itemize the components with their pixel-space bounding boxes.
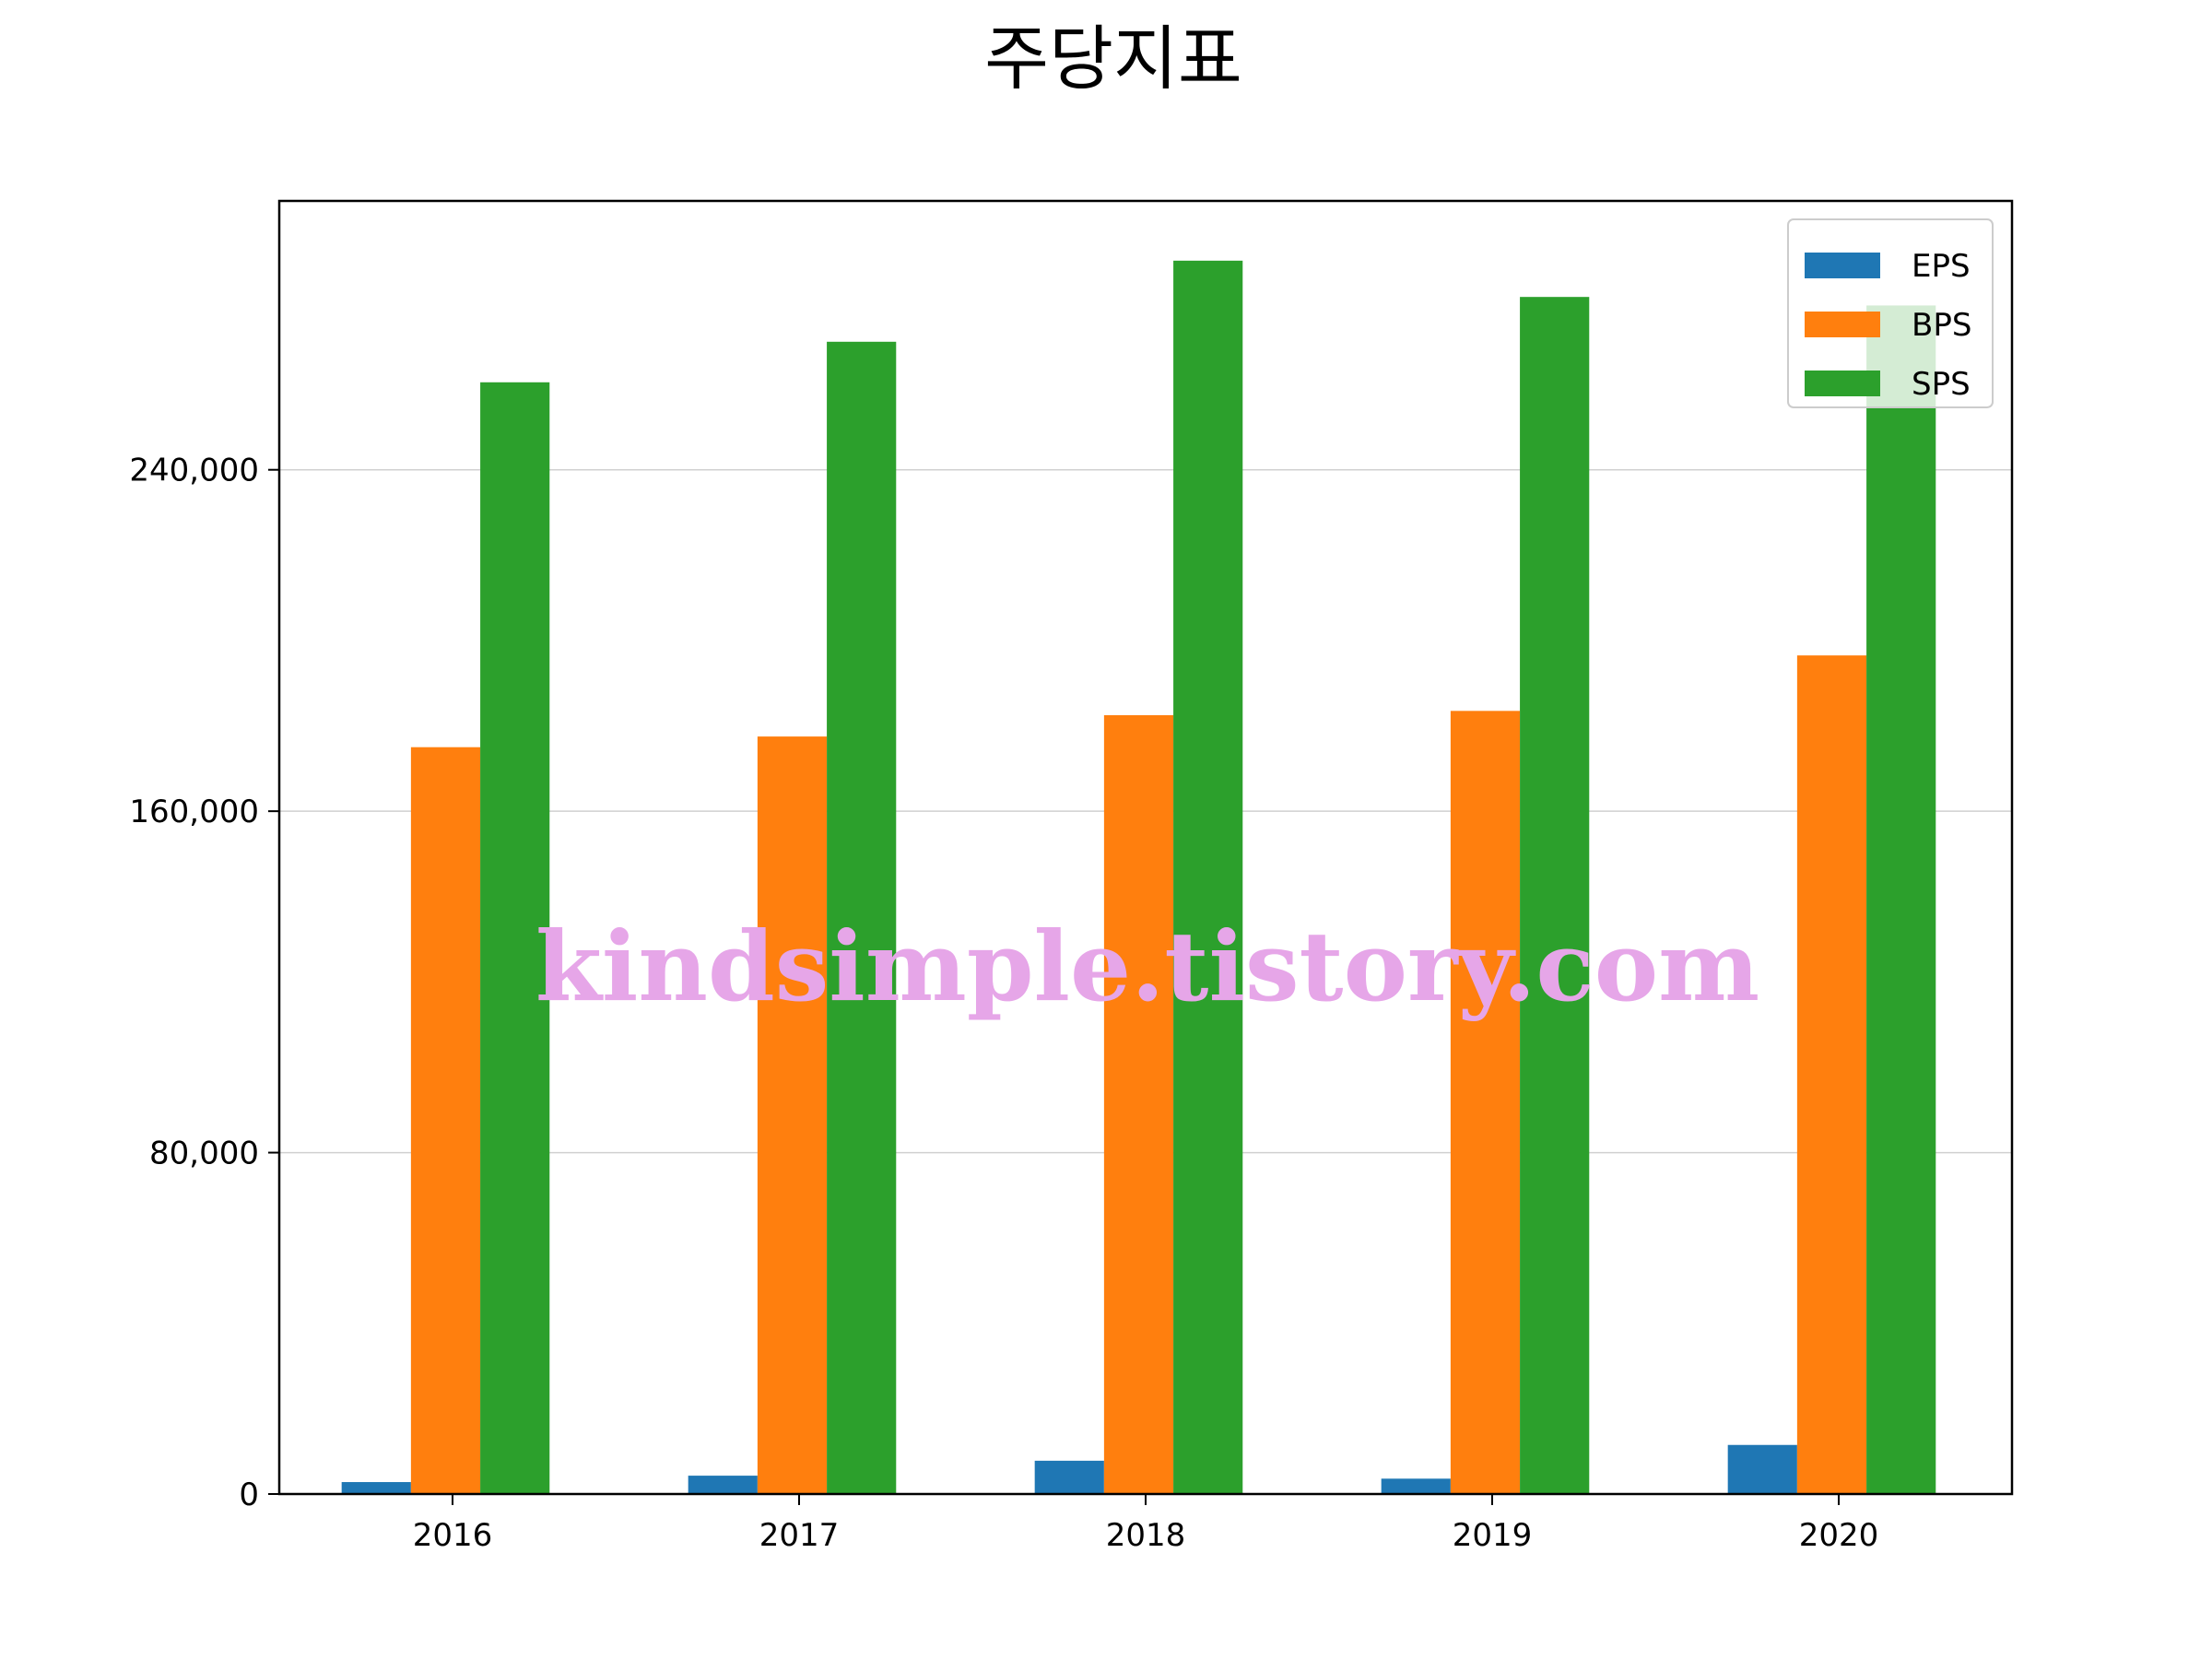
bar-sps	[1866, 305, 1936, 1495]
legend-label: EPS	[1912, 248, 1971, 285]
chart-title: 주당지표	[984, 18, 1242, 100]
x-axis-ticks: 2016 2017 2018 2019 2020	[413, 1494, 1879, 1554]
legend: EPS BPS SPS	[1787, 218, 1994, 408]
x-tick-label: 2016	[413, 1517, 493, 1554]
y-tick-label: 240,000	[129, 453, 259, 489]
bar-sps	[827, 341, 897, 1494]
y-tick-label: 80,000	[149, 1135, 259, 1172]
bar-bps	[1796, 655, 1867, 1494]
legend-swatch	[1805, 312, 1880, 337]
bar-bps	[410, 747, 481, 1494]
bar-bps	[1450, 711, 1521, 1494]
y-tick-label: 0	[239, 1477, 259, 1513]
bar-sps	[480, 382, 550, 1495]
legend-label: SPS	[1912, 366, 1971, 403]
bar-eps	[688, 1476, 758, 1494]
y-axis-ticks: 0 80,000 160,000 240,000	[129, 453, 279, 1513]
x-tick-label: 2019	[1453, 1517, 1533, 1554]
watermark: kindsimple.tistory.com	[535, 910, 1759, 1023]
legend-swatch	[1805, 253, 1880, 278]
bar-bps	[1103, 714, 1174, 1494]
bar-eps	[1381, 1478, 1451, 1494]
bar-sps	[1173, 260, 1243, 1494]
bar-eps	[1034, 1460, 1104, 1494]
legend-label: BPS	[1912, 307, 1971, 344]
y-tick-label: 160,000	[129, 794, 259, 830]
x-tick-label: 2017	[759, 1517, 840, 1554]
legend-swatch	[1805, 371, 1880, 396]
bars	[341, 260, 1936, 1495]
bar-eps	[1727, 1444, 1797, 1494]
x-tick-label: 2020	[1799, 1517, 1879, 1554]
x-tick-label: 2018	[1106, 1517, 1186, 1554]
bar-eps	[341, 1482, 411, 1494]
bar-bps	[757, 736, 828, 1494]
bar-sps	[1520, 297, 1590, 1495]
